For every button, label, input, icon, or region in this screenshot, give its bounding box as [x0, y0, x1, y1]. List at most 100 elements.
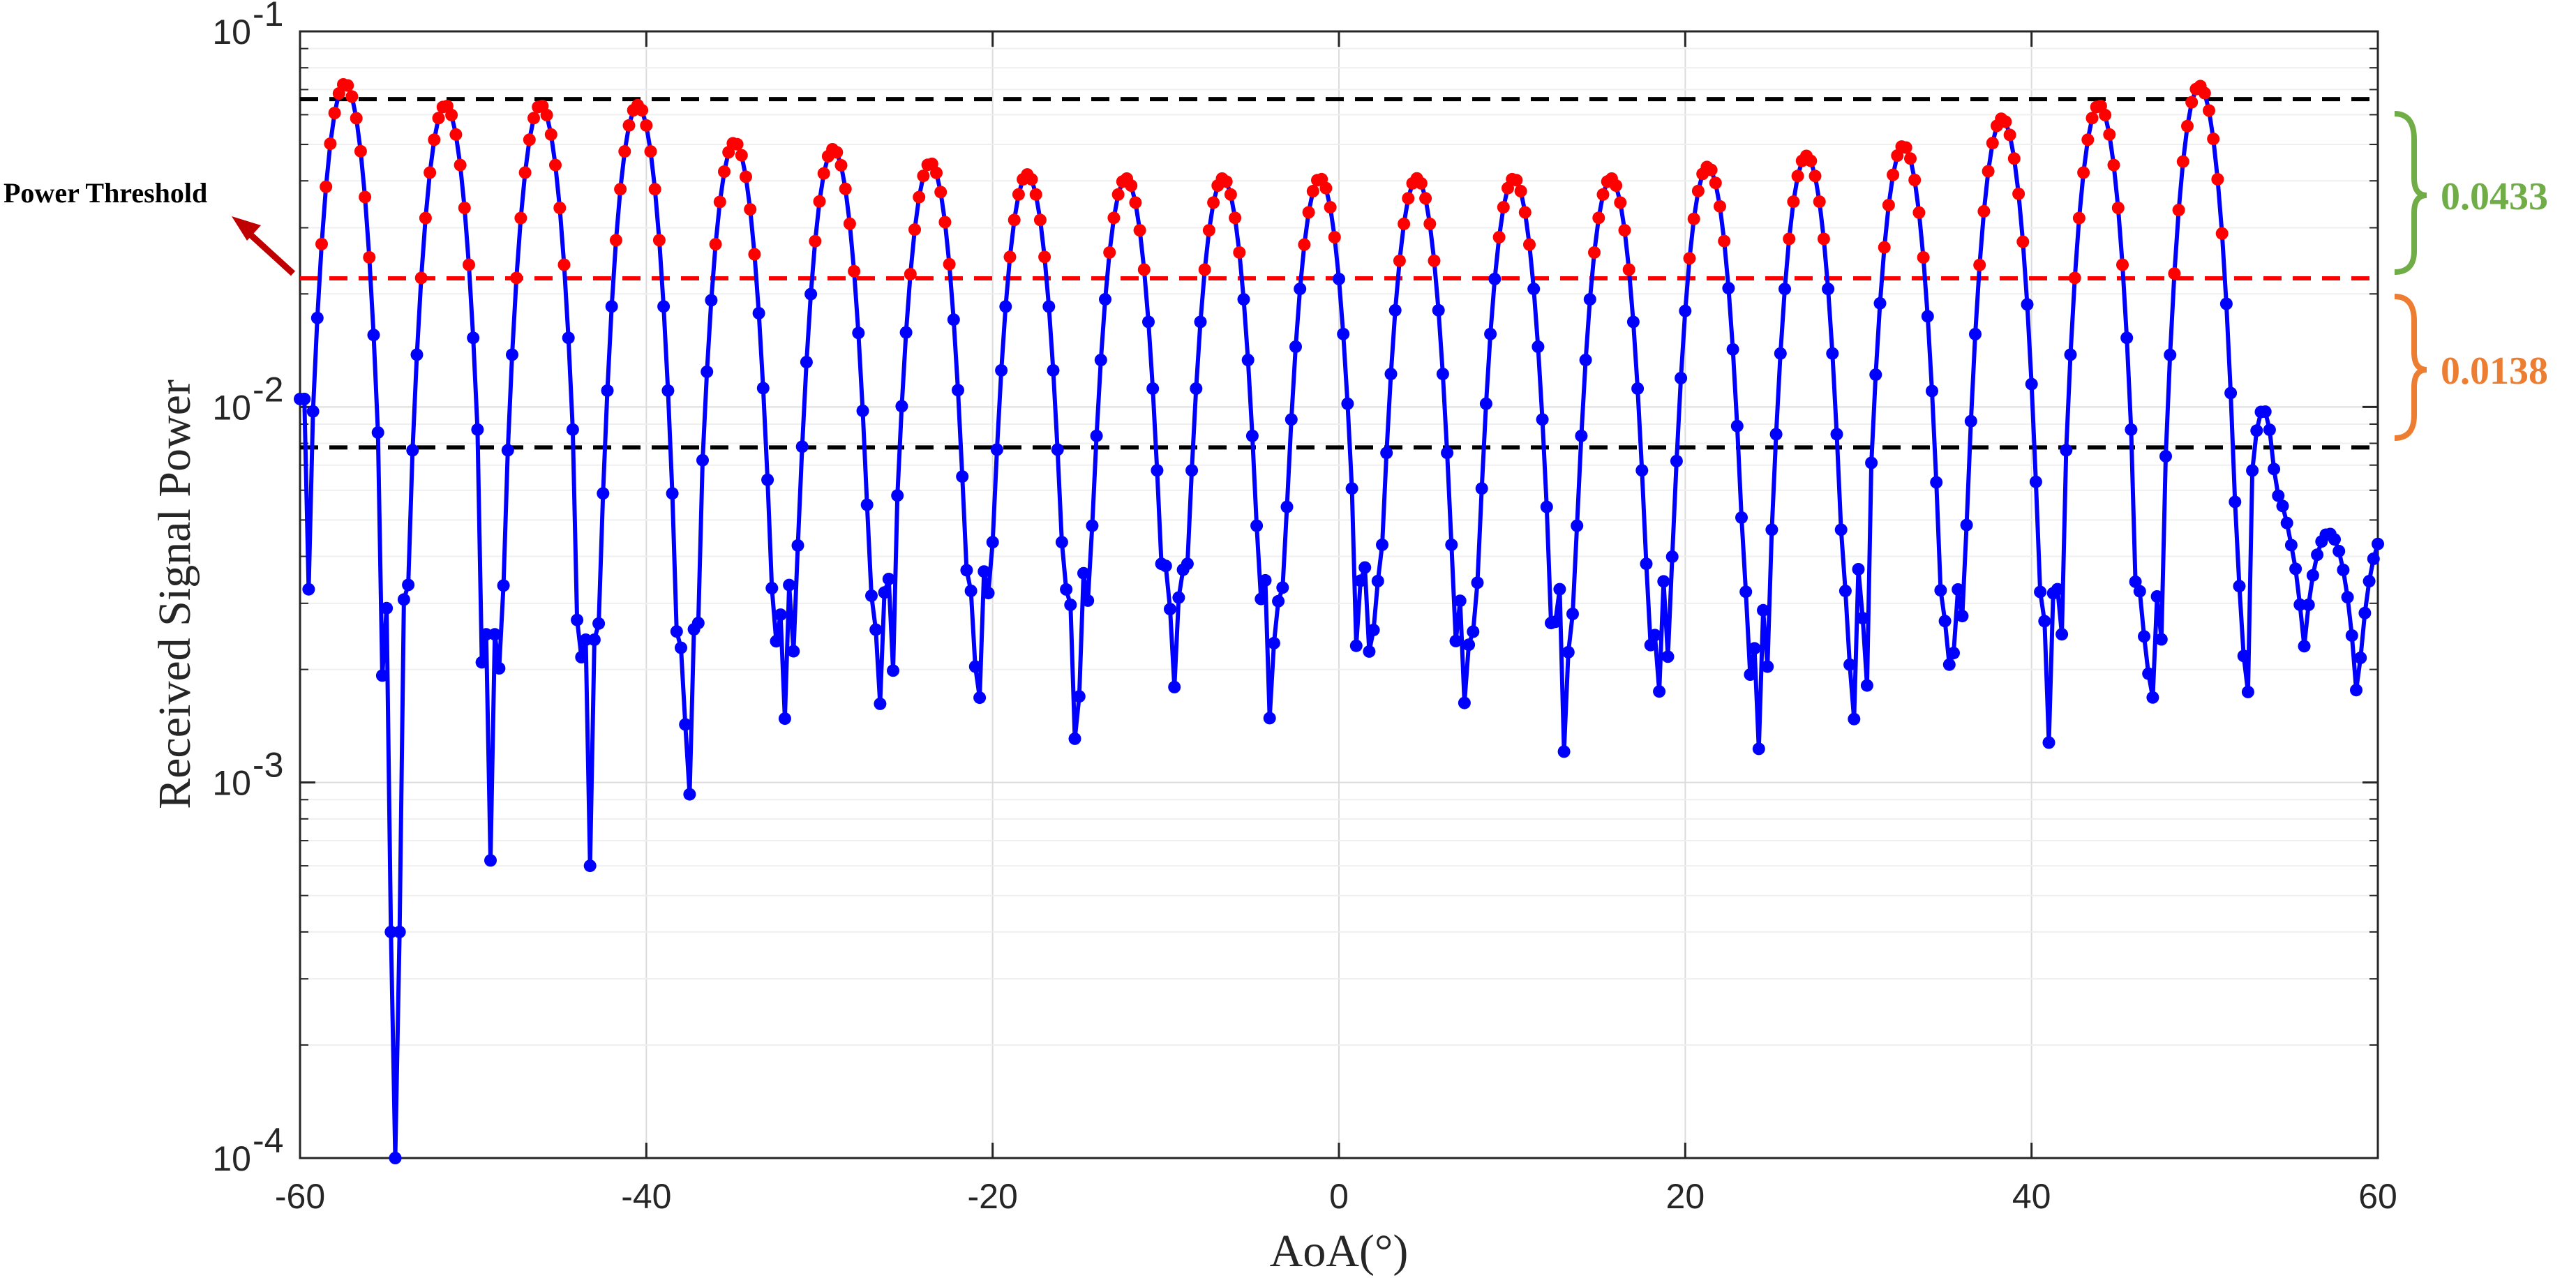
data-point	[865, 589, 878, 602]
upper-gap-label: 0.0433	[2441, 175, 2548, 218]
data-point	[860, 498, 874, 511]
data-point-above-threshold	[1198, 263, 1211, 276]
data-point	[1086, 519, 1099, 532]
data-point-above-threshold	[1419, 192, 1432, 205]
data-point	[1432, 303, 1445, 317]
data-point	[1164, 603, 1176, 616]
data-point	[467, 331, 480, 345]
x-tick-label: 60	[2358, 1177, 2397, 1216]
data-point-above-threshold	[1003, 250, 1017, 264]
data-point-above-threshold	[2207, 133, 2220, 146]
data-point-above-threshold	[1999, 115, 2012, 128]
data-point-above-threshold	[557, 258, 571, 271]
data-point-above-threshold	[1012, 188, 1025, 201]
data-point	[761, 473, 774, 486]
y-tick-label: 10 -1	[212, 0, 283, 52]
data-point	[2142, 667, 2155, 680]
data-point	[1665, 550, 1679, 563]
data-point	[1388, 303, 1402, 317]
data-point-above-threshold	[652, 234, 666, 247]
data-point-above-threshold	[1887, 168, 1900, 181]
data-point	[986, 536, 999, 549]
x-tick-label: 20	[1666, 1177, 1705, 1216]
x-tick-labels: -60 -40 -20 0 20 40 60	[275, 1177, 2397, 1216]
data-point-above-threshold	[1718, 234, 1731, 248]
data-point-above-threshold	[2099, 108, 2112, 121]
data-point	[2241, 685, 2254, 698]
data-point-above-threshold	[648, 183, 661, 196]
data-point	[1839, 585, 1852, 598]
data-point-above-threshold	[2181, 119, 2194, 133]
data-point	[1345, 482, 1358, 495]
threshold-arrow	[243, 227, 296, 276]
data-point-above-threshold	[463, 258, 475, 271]
data-point	[882, 573, 895, 585]
data-point	[493, 662, 506, 675]
y-tick-label: 10 -2	[212, 370, 283, 427]
data-point	[406, 444, 419, 457]
data-point	[2341, 591, 2354, 604]
data-point-above-threshold	[1982, 165, 1995, 178]
data-point	[2060, 444, 2073, 457]
data-point	[1852, 563, 1865, 576]
data-point	[1267, 636, 1280, 649]
data-point-above-threshold	[1986, 137, 1999, 150]
x-tick-label: -60	[275, 1177, 325, 1216]
data-point	[705, 294, 718, 307]
data-point-above-threshold	[1973, 258, 1986, 271]
data-point	[2051, 583, 2064, 596]
data-point	[1670, 454, 1683, 467]
data-point	[2129, 575, 2142, 588]
data-point-above-threshold	[2003, 128, 2016, 142]
data-point	[1042, 300, 1056, 313]
data-point	[2328, 533, 2341, 546]
data-point-above-threshold	[1025, 173, 1038, 186]
data-point	[1635, 464, 1649, 477]
data-point	[1730, 419, 1744, 433]
data-point	[2246, 464, 2259, 477]
data-point-above-threshold	[1705, 163, 1718, 176]
data-point	[2354, 652, 2367, 664]
data-point	[1250, 519, 1264, 532]
data-point-above-threshold	[445, 108, 458, 121]
data-point	[1873, 296, 1887, 310]
data-point	[956, 470, 969, 483]
data-point	[1349, 639, 1363, 652]
data-point-above-threshold	[2077, 166, 2090, 179]
data-point-above-threshold	[363, 250, 376, 264]
data-point	[479, 628, 493, 641]
data-point	[891, 489, 904, 502]
data-point-above-threshold	[1709, 176, 1722, 190]
data-point	[1146, 382, 1160, 395]
data-point	[2298, 640, 2311, 653]
data-point	[475, 656, 488, 669]
data-point-above-threshold	[1622, 263, 1635, 276]
data-point	[2055, 628, 2069, 641]
data-point-above-threshold	[1596, 188, 1610, 201]
data-point-above-threshold	[718, 165, 731, 178]
data-point-above-threshold	[930, 166, 943, 179]
data-point	[1748, 642, 1761, 655]
data-point	[1072, 690, 1086, 703]
data-point	[960, 564, 973, 577]
data-point	[2259, 405, 2272, 419]
data-point	[1376, 538, 1388, 551]
data-point-above-threshold	[320, 180, 333, 193]
data-point-above-threshold	[510, 271, 523, 285]
data-point	[683, 788, 696, 801]
data-point	[887, 664, 899, 677]
data-point	[397, 593, 410, 606]
data-point-above-threshold	[1207, 196, 1220, 209]
data-point-above-threshold	[1202, 224, 1215, 237]
data-point	[402, 578, 415, 592]
data-point	[1938, 615, 1952, 628]
data-point	[675, 641, 687, 654]
data-point-above-threshold	[709, 238, 722, 251]
data-point	[1761, 660, 1774, 673]
data-point	[964, 585, 978, 597]
data-point-above-threshold	[458, 202, 471, 214]
data-point	[1960, 518, 1973, 532]
data-point	[1640, 557, 1653, 571]
y-tick-base: 10	[212, 1139, 251, 1178]
data-point-above-threshold	[1038, 250, 1051, 264]
